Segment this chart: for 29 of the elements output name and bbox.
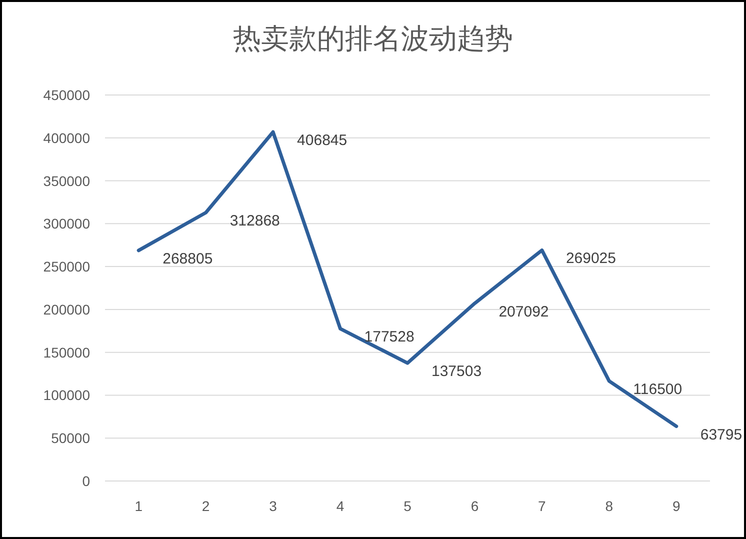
y-tick-label: 400000 bbox=[43, 130, 90, 146]
data-label: 269025 bbox=[566, 250, 616, 268]
y-tick-label: 0 bbox=[82, 473, 90, 489]
x-tick-label: 9 bbox=[672, 498, 680, 514]
x-tick-label: 8 bbox=[605, 498, 614, 514]
x-tick-label: 2 bbox=[202, 498, 210, 514]
data-label: 63795 bbox=[700, 426, 742, 444]
x-tick-label: 6 bbox=[470, 498, 479, 514]
y-tick-label: 100000 bbox=[43, 387, 90, 404]
y-tick-label: 300000 bbox=[43, 216, 90, 232]
y-tick-label: 350000 bbox=[43, 172, 90, 189]
data-label: 406845 bbox=[297, 132, 348, 150]
x-tick-label: 1 bbox=[134, 498, 143, 514]
y-tick-label: 200000 bbox=[43, 301, 90, 318]
x-tick-label: 7 bbox=[538, 498, 546, 514]
x-tick-label: 4 bbox=[336, 498, 344, 514]
y-tick-label: 250000 bbox=[43, 258, 90, 275]
y-tick-label: 50000 bbox=[51, 430, 90, 446]
x-tick-label: 3 bbox=[269, 498, 278, 514]
x-tick-label: 5 bbox=[404, 498, 412, 514]
y-tick-label: 150000 bbox=[43, 344, 90, 360]
data-label: 207092 bbox=[498, 303, 549, 320]
data-label: 177528 bbox=[364, 328, 414, 346]
data-label: 116500 bbox=[633, 381, 682, 398]
data-label: 137503 bbox=[432, 363, 482, 380]
data-label: 268805 bbox=[162, 250, 213, 268]
data-label: 312868 bbox=[230, 212, 280, 230]
y-tick-label: 450000 bbox=[43, 87, 90, 103]
chart-title: 热卖款的排名波动趋势 bbox=[233, 23, 513, 54]
